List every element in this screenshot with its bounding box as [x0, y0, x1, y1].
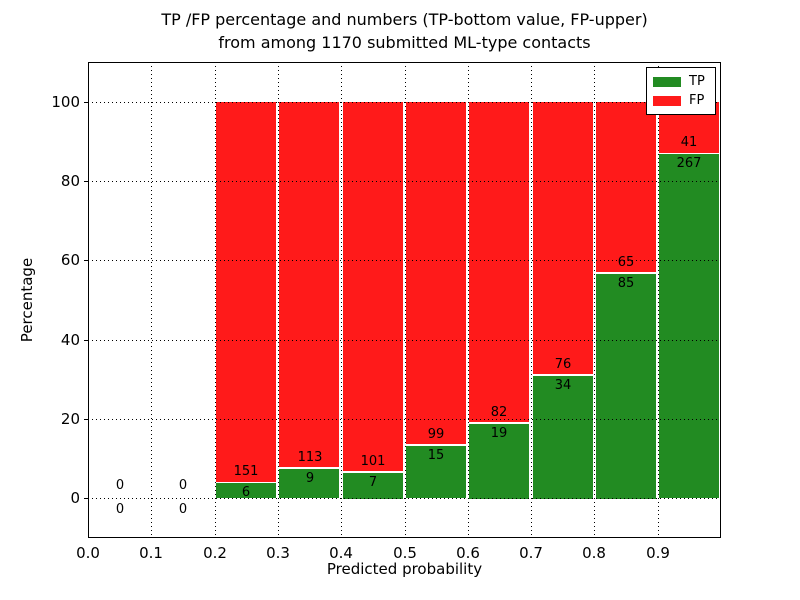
gridline-vertical — [278, 62, 279, 538]
x-tick-label: 0.3 — [266, 544, 290, 562]
x-axis-label: Predicted probability — [326, 560, 483, 578]
x-tick-label: 0.8 — [582, 544, 606, 562]
x-tick-label: 0.4 — [329, 544, 353, 562]
gridline-vertical — [658, 62, 659, 538]
legend-item: FP — [653, 91, 715, 110]
bar-tp-count-label: 19 — [490, 426, 508, 441]
bar-fp-segment — [343, 102, 403, 471]
y-tick-label: 0 — [70, 489, 80, 507]
gridline-horizontal — [88, 260, 721, 261]
bar-fp-count-label: 0 — [115, 478, 125, 493]
legend-swatch-tp — [653, 76, 681, 87]
bar-tp-segment — [659, 154, 719, 498]
bar-fp-segment — [469, 102, 529, 422]
bar-tp-segment — [533, 376, 593, 499]
y-tick-label: 80 — [60, 172, 80, 190]
y-tick-label: 60 — [60, 251, 80, 269]
bar-tp-segment — [343, 473, 403, 499]
legend-item: TP — [653, 72, 715, 91]
bar-fp-count-label: 82 — [490, 405, 508, 420]
y-tick-mark — [84, 419, 88, 420]
bar-tp-count-label: 0 — [178, 502, 188, 517]
y-tick-label: 40 — [60, 331, 80, 349]
chart-title-line1: TP /FP percentage and numbers (TP-bottom… — [161, 10, 648, 29]
bar-tp-count-label: 7 — [368, 475, 378, 490]
gridline-horizontal — [88, 419, 721, 420]
y-tick-mark — [84, 498, 88, 499]
bar-fp-count-label: 65 — [617, 255, 635, 270]
bar-tp-segment — [279, 469, 339, 498]
bar-fp-segment — [596, 102, 656, 272]
bar-tp-count-label: 34 — [554, 378, 572, 393]
y-tick-mark — [84, 340, 88, 341]
y-tick-mark — [84, 181, 88, 182]
legend-swatch-fp — [653, 95, 681, 106]
bar-fp-count-label: 41 — [680, 135, 698, 150]
gridline-horizontal — [88, 181, 721, 182]
x-tick-label: 0.9 — [646, 544, 670, 562]
bar-fp-segment — [216, 102, 276, 482]
bar-fp-segment — [406, 102, 466, 444]
gridline-horizontal — [88, 498, 721, 499]
bar-fp-segment — [279, 102, 339, 467]
bar-tp-segment — [596, 274, 656, 499]
gridline-vertical — [405, 62, 406, 538]
bar-tp-count-label: 15 — [427, 448, 445, 463]
chart-title: TP /FP percentage and numbers (TP-bottom… — [88, 8, 721, 54]
bar-fp-count-label: 151 — [233, 464, 259, 479]
bar-tp-count-label: 267 — [676, 156, 702, 171]
gridline-vertical — [151, 62, 152, 538]
bar-tp-segment — [216, 483, 276, 498]
bar-tp-segment — [469, 424, 529, 499]
gridline-horizontal — [88, 340, 721, 341]
bar-fp-count-label: 99 — [427, 427, 445, 442]
x-tick-label: 0.1 — [139, 544, 163, 562]
y-tick-label: 20 — [60, 410, 80, 428]
legend-item-label: FP — [689, 93, 705, 108]
bar-tp-count-label: 9 — [305, 471, 315, 486]
gridline-vertical — [215, 62, 216, 538]
x-tick-label: 0.2 — [203, 544, 227, 562]
bar-tp-count-label: 6 — [241, 485, 251, 500]
y-tick-label: 100 — [51, 93, 80, 111]
gridline-vertical — [468, 62, 469, 538]
y-axis-label: Percentage — [18, 257, 36, 343]
chart-title-line2: from among 1170 submitted ML-type contac… — [218, 33, 591, 52]
bar-fp-segment — [533, 102, 593, 374]
bar-fp-count-label: 113 — [297, 450, 323, 465]
bar-fp-count-label: 0 — [178, 478, 188, 493]
bar-tp-segment — [406, 446, 466, 498]
gridline-vertical — [341, 62, 342, 538]
legend: TP FP — [646, 67, 716, 115]
x-tick-label: 0.5 — [393, 544, 417, 562]
bar-tp-count-label: 0 — [115, 502, 125, 517]
x-tick-label: 0.0 — [76, 544, 100, 562]
bar-fp-count-label: 101 — [360, 454, 386, 469]
gridline-horizontal — [88, 102, 721, 103]
bar-fp-count-label: 76 — [554, 357, 572, 372]
gridline-vertical — [88, 62, 89, 538]
y-tick-mark — [84, 260, 88, 261]
x-tick-label: 0.7 — [519, 544, 543, 562]
bar-tp-count-label: 85 — [617, 276, 635, 291]
x-tick-label: 0.6 — [456, 544, 480, 562]
gridline-vertical — [594, 62, 595, 538]
gridline-vertical — [531, 62, 532, 538]
y-tick-mark — [84, 102, 88, 103]
legend-item-label: TP — [689, 74, 705, 89]
